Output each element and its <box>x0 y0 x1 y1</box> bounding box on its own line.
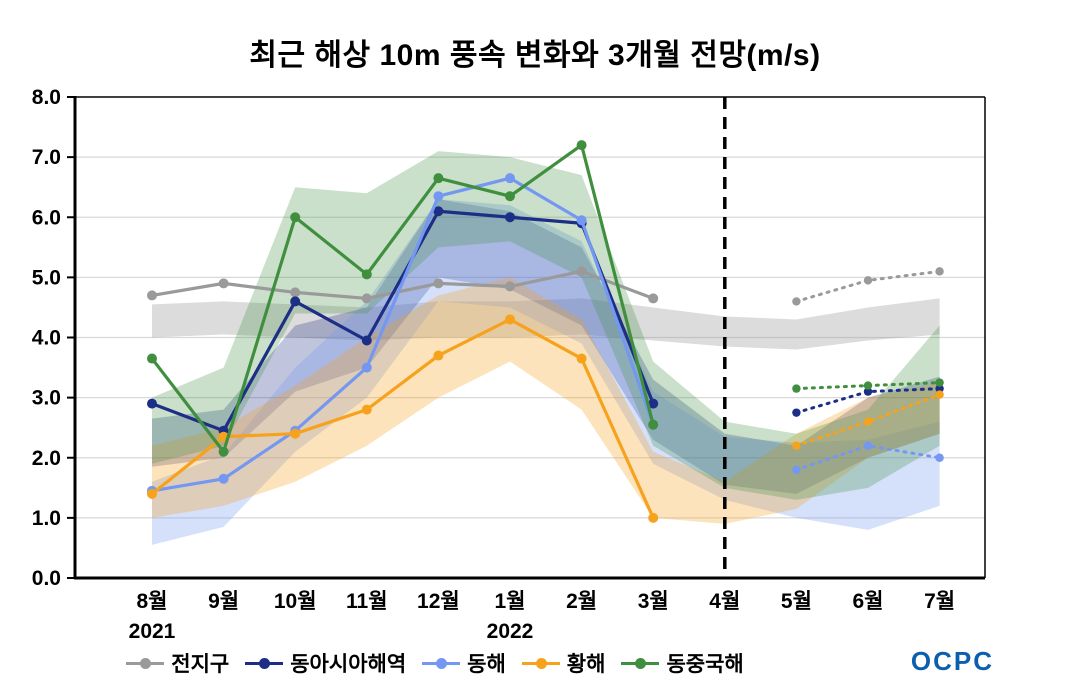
forecast-line-2 <box>794 444 942 472</box>
svg-text:3.0: 3.0 <box>32 387 61 410</box>
legend-marker-east-china-sea <box>621 657 660 669</box>
legend-label-east-asia-seas: 동아시아해역 <box>290 653 407 676</box>
svg-text:2021: 2021 <box>129 620 176 643</box>
y-axis-labels: 0.0 1.0 2.0 3.0 4.0 5.0 6.0 7.0 8.0 <box>32 86 75 590</box>
svg-text:5월: 5월 <box>781 590 812 613</box>
band-3 <box>152 277 940 524</box>
plot-gridlines <box>75 156 985 519</box>
legend-item-yellow-sea: 황해 <box>521 648 606 678</box>
svg-text:0.0: 0.0 <box>32 567 61 590</box>
svg-text:12월: 12월 <box>417 590 460 613</box>
svg-text:4.0: 4.0 <box>32 327 61 350</box>
band-4 <box>152 151 940 500</box>
legend-marker-global <box>126 657 165 669</box>
legend-label-global: 전지구 <box>171 653 230 676</box>
svg-text:5.0: 5.0 <box>32 266 61 289</box>
legend-marker-east-sea <box>422 657 461 669</box>
svg-text:10월: 10월 <box>274 590 317 613</box>
svg-text:3월: 3월 <box>638 590 669 613</box>
legend-label-yellow-sea: 황해 <box>566 653 606 676</box>
svg-text:9월: 9월 <box>208 590 239 613</box>
legend-label-east-sea: 동해 <box>467 653 506 676</box>
legend-item-east-china-sea: 동중국해 <box>621 648 744 678</box>
legend-label-east-china-sea: 동중국해 <box>666 653 744 676</box>
svg-text:11월: 11월 <box>346 590 388 613</box>
legend-item-east-sea: 동해 <box>422 648 506 678</box>
svg-text:8월: 8월 <box>137 590 168 613</box>
wind-speed-chart: 0.0 1.0 2.0 3.0 4.0 5.0 6.0 7.0 8.0 8월 9월 10월 11월 12월… <box>32 86 986 643</box>
svg-text:7.0: 7.0 <box>32 146 61 169</box>
band-2 <box>152 199 940 545</box>
chart-legend: 전지구 동아시아해역 동해 황해 동중국해 <box>0 648 870 678</box>
series-3 <box>147 314 944 523</box>
svg-text:2월: 2월 <box>566 590 597 613</box>
svg-text:1.0: 1.0 <box>32 507 61 530</box>
svg-text:6월: 6월 <box>853 590 884 613</box>
observed-line-3 <box>151 317 655 519</box>
axes <box>73 96 986 580</box>
svg-text:2022: 2022 <box>487 620 534 643</box>
band-1 <box>152 199 940 494</box>
observed-line-2 <box>151 176 655 493</box>
legend-item-east-asia-seas: 동아시아해역 <box>245 648 406 678</box>
forecast-line-3 <box>794 393 942 448</box>
svg-text:8.0: 8.0 <box>32 86 61 109</box>
svg-text:2.0: 2.0 <box>32 447 61 470</box>
observed-line-4 <box>150 143 655 454</box>
band-0 <box>152 298 940 350</box>
x-axis-labels: 8월 9월 10월 11월 12월 1월 2월 3월 4월 5월 6월 7월 2021 2022 <box>129 590 955 643</box>
svg-text:4월: 4월 <box>709 590 740 613</box>
series-lines <box>147 140 944 523</box>
legend-item-global: 전지구 <box>126 648 229 678</box>
ocpc-logo: OCPC <box>910 646 994 676</box>
svg-text:6.0: 6.0 <box>32 206 61 229</box>
legend-marker-east-asia-seas <box>245 657 284 669</box>
series-4 <box>147 140 944 457</box>
svg-text:7월: 7월 <box>924 590 955 613</box>
chart-title: 최근 해상 10m 풍속 변화와 3개월 전망(m/s) <box>249 39 821 72</box>
svg-text:1월: 1월 <box>495 590 526 613</box>
observed-line-0 <box>151 269 654 301</box>
uncertainty-bands <box>152 151 940 545</box>
legend-marker-yellow-sea <box>521 657 560 669</box>
forecast-line-0 <box>794 269 942 303</box>
series-0 <box>147 266 944 306</box>
